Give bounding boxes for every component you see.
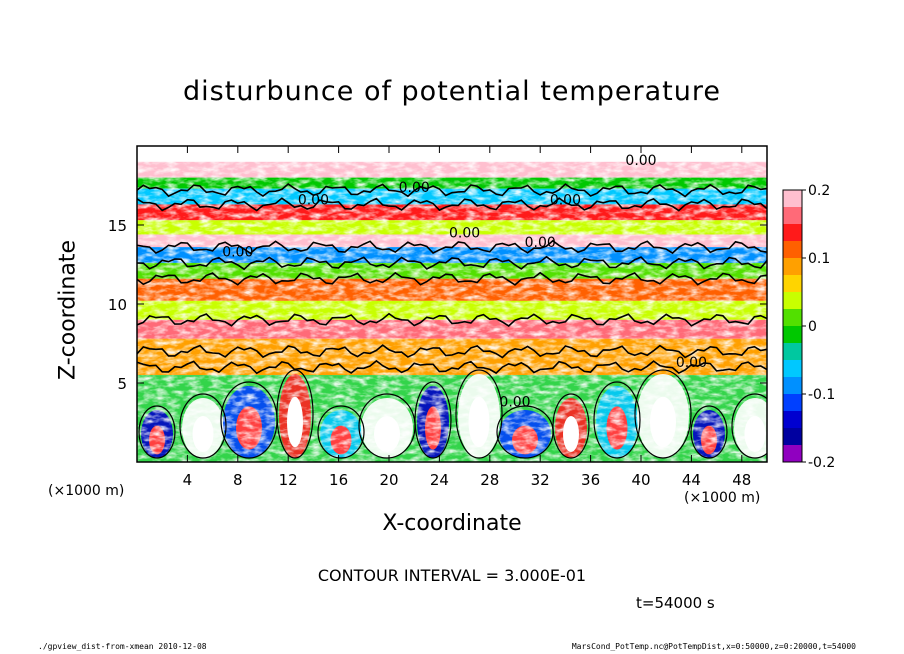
- colorbar-segment: [783, 326, 802, 344]
- colorbar-segment: [783, 309, 802, 327]
- contour-line: [137, 239, 767, 255]
- colorbar-segment: [783, 292, 802, 310]
- contour-line: [731, 393, 767, 459]
- colorbar-segment: [783, 207, 802, 225]
- colorbar: 0.2 0.1 0 -0.1 -0.2: [782, 183, 835, 471]
- x-tick-label: 32: [531, 471, 550, 489]
- contour-label: 0.00: [625, 153, 656, 169]
- contour-label: 0.00: [499, 395, 530, 411]
- colorbar-segment: [783, 275, 802, 293]
- contour-line: [138, 405, 176, 459]
- y-tick-label: 5: [117, 375, 127, 393]
- contour-lines: [137, 182, 767, 459]
- contour-line: [137, 359, 767, 375]
- colorbar-segment: [783, 241, 802, 259]
- colorbar-segment: [783, 377, 802, 395]
- x-unit-label-left: (×1000 m): [48, 483, 125, 499]
- x-tick-label: 48: [732, 471, 751, 489]
- contour-label: 0.00: [449, 226, 480, 242]
- colorbar-segment: [783, 224, 802, 242]
- contour-line: [690, 405, 728, 459]
- x-axis-ticks: 4 8 12 16 20 24 28 32 36 40 44 48: [183, 146, 751, 489]
- footer-left: ./gpview_dist-from-xmean 2010-12-08: [38, 642, 207, 651]
- x-tick-label: 44: [682, 471, 701, 489]
- x-tick-label: 16: [329, 471, 348, 489]
- contour-line: [317, 405, 365, 459]
- contour-line: [137, 344, 767, 359]
- colorbar-segment: [783, 394, 802, 412]
- x-tick-label: 20: [379, 471, 398, 489]
- x-tick-label: 8: [233, 471, 243, 489]
- colorbar-tick-label: -0.1: [808, 387, 835, 403]
- colorbar-tick-label: 0: [808, 319, 817, 335]
- time-label: t=54000 s: [636, 594, 715, 612]
- contour-interval-label: CONTOUR INTERVAL = 3.000E-01: [317, 566, 587, 585]
- x-tick-label: 36: [581, 471, 600, 489]
- chart-title: disturbunce of potential temperature: [183, 76, 721, 107]
- colorbar-segment: [783, 411, 802, 429]
- colorbar-segment: [783, 343, 802, 361]
- x-tick-label: 28: [480, 471, 499, 489]
- contour-line: [593, 381, 641, 459]
- y-axis-label: Z-coordinate: [55, 240, 81, 380]
- contour-line: [137, 182, 767, 198]
- x-tick-label: 4: [183, 471, 193, 489]
- contour-label: 0.00: [550, 192, 581, 208]
- contour-line: [137, 271, 767, 286]
- colorbar-segment: [783, 258, 802, 276]
- colorbar-tick-label: 0.2: [808, 183, 830, 199]
- contour-line: [414, 381, 452, 459]
- x-unit-label-right: (×1000 m): [684, 490, 761, 506]
- contour-line: [137, 312, 767, 328]
- colorbar-segment: [783, 428, 802, 446]
- footer-right: MarsCond_PotTemp.nc@PotTempDist,x=0:5000…: [571, 642, 856, 651]
- x-tick-label: 40: [631, 471, 650, 489]
- contour-line: [552, 393, 590, 459]
- contour-label: 0.00: [525, 235, 556, 251]
- contour-labels: 0.00 0.00 0.00 0.00 0.00 0.00 0.00 0.00 0.00: [222, 153, 707, 411]
- contour-line: [137, 255, 767, 271]
- contour-label: 0.00: [222, 245, 253, 261]
- x-axis-label: X-coordinate: [382, 511, 522, 536]
- contour-label: 0.00: [676, 355, 707, 371]
- x-tick-label: 24: [430, 471, 449, 489]
- x-tick-label: 12: [279, 471, 298, 489]
- turbulence-overlay: [137, 146, 767, 462]
- colorbar-segment: [783, 445, 802, 463]
- colorbar-tick-label: -0.2: [808, 455, 835, 471]
- contour-label: 0.00: [399, 180, 430, 196]
- contour-line: [634, 369, 692, 459]
- contour-line: [179, 393, 227, 459]
- colorbar-tick-label: 0.1: [808, 251, 830, 267]
- colorbar-segment: [783, 360, 802, 378]
- contour-line: [276, 369, 314, 459]
- y-tick-label: 10: [108, 296, 127, 314]
- plot-area: [137, 146, 767, 462]
- y-tick-label: 15: [108, 217, 127, 235]
- contour-line: [455, 369, 503, 459]
- contour-line: [137, 197, 767, 212]
- colorbar-segment: [783, 190, 802, 208]
- y-axis-ticks: 5 10 15: [108, 217, 767, 393]
- contour-label: 0.00: [298, 192, 329, 208]
